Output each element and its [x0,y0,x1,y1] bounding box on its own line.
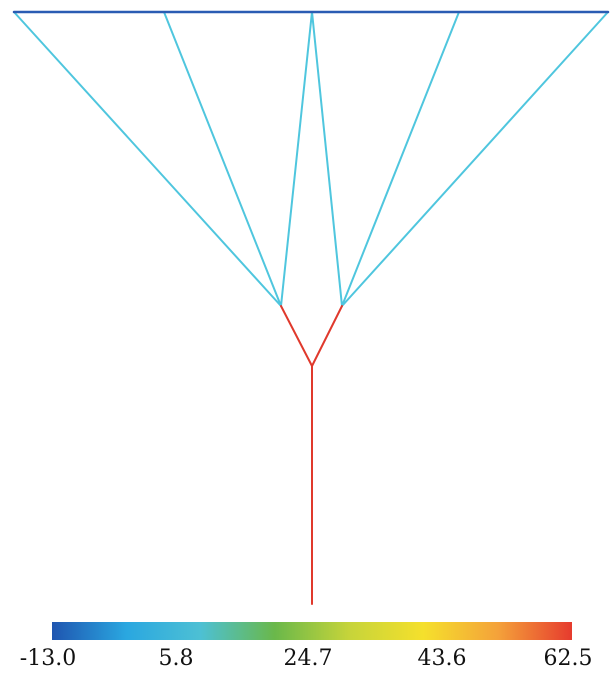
member-inner-right [341,11,460,307]
member-outer-right [341,11,609,307]
colorbar [52,622,572,640]
member-fork-left [280,305,313,367]
colorbar-tick-label: -13.0 [19,646,77,671]
colorbar-tick-label: 62.5 [543,646,593,671]
member-inner-left [163,11,282,307]
colorbar-tick-label: 43.6 [417,646,467,671]
colorbar-tick-label: 5.8 [158,646,194,671]
member-outer-left [13,11,282,307]
member-center-left [280,11,313,307]
colorbar-tick-label: 24.7 [283,646,333,671]
member-fork-right [311,305,343,367]
member-center-right [311,11,343,307]
